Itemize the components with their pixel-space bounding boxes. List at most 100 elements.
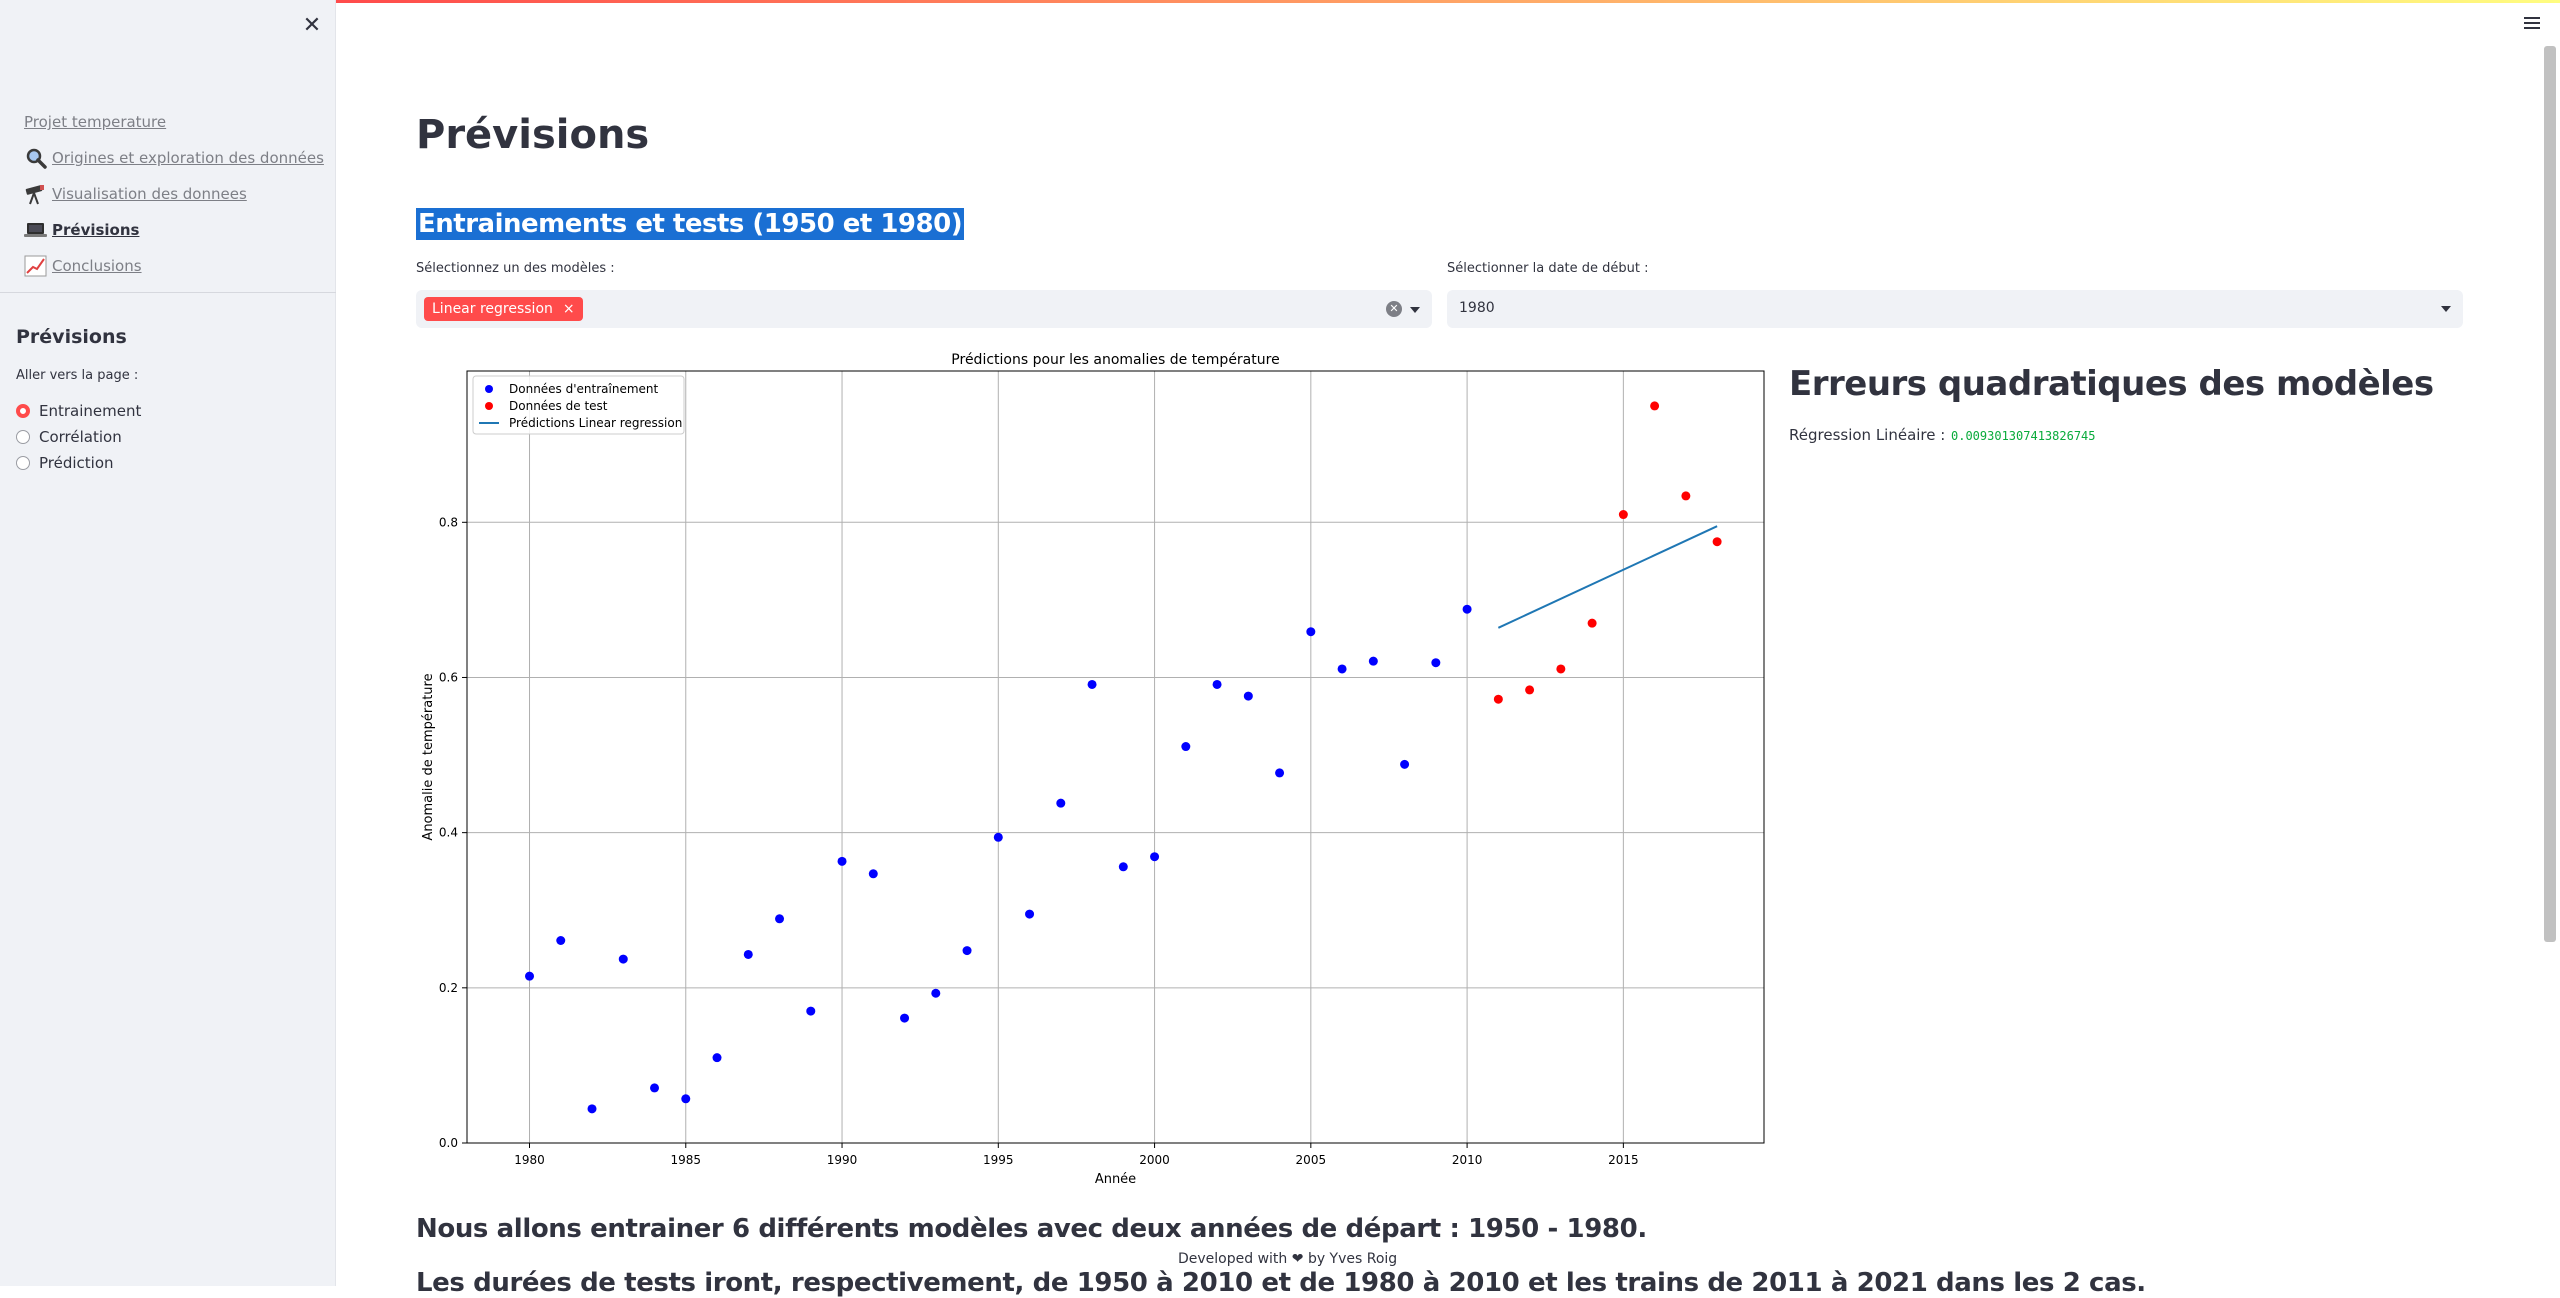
x-tick-label: 1990 bbox=[827, 1153, 858, 1167]
train-point bbox=[1087, 679, 1097, 689]
y-tick-label: 0.6 bbox=[439, 670, 458, 684]
train-point bbox=[962, 946, 972, 956]
sidebar: ✕ Projet temperature Origines et explora… bbox=[0, 0, 336, 1286]
sidebar-title: Prévisions bbox=[16, 326, 127, 348]
train-point bbox=[931, 988, 941, 998]
footer-text-after: by Yves Roig bbox=[1307, 1251, 1398, 1267]
train-point bbox=[806, 1006, 816, 1016]
test-point bbox=[1525, 685, 1535, 695]
x-tick-label: 2010 bbox=[1452, 1153, 1483, 1167]
x-tick-label: 2000 bbox=[1139, 1153, 1170, 1167]
remove-tag-button[interactable]: × bbox=[562, 301, 575, 317]
y-tick-label: 0.2 bbox=[439, 981, 458, 995]
radio-group-label: Aller vers la page : bbox=[16, 368, 139, 383]
radio-correlation[interactable]: Corrélation bbox=[16, 424, 141, 450]
sidebar-divider bbox=[0, 292, 336, 293]
nav-origines-exploration[interactable]: Origines et exploration des données bbox=[24, 140, 324, 176]
nav-label: Visualisation des donnees bbox=[52, 185, 247, 203]
train-point bbox=[993, 832, 1003, 842]
y-tick-label: 0.8 bbox=[439, 515, 458, 529]
error-label: Régression Linéaire : bbox=[1789, 426, 1946, 444]
train-point bbox=[712, 1053, 722, 1063]
chevron-down-icon[interactable] bbox=[2441, 306, 2451, 312]
radio-selected-icon bbox=[16, 404, 30, 418]
laptop-icon bbox=[24, 219, 50, 241]
model-tag-label: Linear regression bbox=[432, 301, 553, 317]
x-tick-label: 1995 bbox=[983, 1153, 1014, 1167]
test-point bbox=[1556, 664, 1566, 674]
train-point bbox=[1431, 658, 1441, 668]
prediction-line bbox=[1497, 525, 1718, 629]
nav-projet-temperature[interactable]: Projet temperature bbox=[24, 104, 324, 140]
train-point bbox=[1150, 852, 1160, 862]
test-period-paragraph: Les durées de tests iront, respectivemen… bbox=[416, 1268, 2146, 1298]
train-point bbox=[1337, 664, 1347, 674]
errors-title: Erreurs quadratiques des modèles bbox=[1789, 364, 2434, 404]
chart-increasing-icon bbox=[24, 255, 50, 277]
clear-selection-icon[interactable]: ✕ bbox=[1386, 301, 1402, 317]
train-point bbox=[1212, 679, 1222, 689]
radio-unselected-icon bbox=[16, 456, 30, 470]
nav-label: Projet temperature bbox=[24, 113, 167, 131]
close-sidebar-button[interactable]: ✕ bbox=[302, 13, 322, 38]
model-select-label: Sélectionnez un des modèles : bbox=[416, 261, 615, 276]
train-point bbox=[681, 1094, 691, 1104]
train-point bbox=[775, 914, 785, 924]
magnifier-icon bbox=[24, 147, 50, 169]
footer-text-before: Developed with bbox=[1178, 1251, 1288, 1267]
radio-unselected-icon bbox=[16, 430, 30, 444]
legend-label: Données de test bbox=[509, 399, 608, 413]
radio-entrainement[interactable]: Entrainement bbox=[16, 398, 141, 424]
train-point bbox=[1181, 742, 1191, 752]
radio-prediction[interactable]: Prédiction bbox=[16, 450, 141, 476]
scrollbar[interactable] bbox=[2544, 46, 2556, 942]
x-tick-label: 1985 bbox=[670, 1153, 701, 1167]
nav-previsions[interactable]: Prévisions bbox=[24, 212, 324, 248]
test-point bbox=[1493, 694, 1503, 704]
intro-paragraph: Nous allons entrainer 6 différents modèl… bbox=[416, 1214, 1647, 1244]
page-title: Prévisions bbox=[416, 112, 650, 158]
error-value: 0.009301307413826745 bbox=[1951, 429, 2096, 443]
date-select-label: Sélectionner la date de début : bbox=[1447, 261, 1649, 276]
train-point bbox=[868, 869, 878, 879]
start-date-value: 1980 bbox=[1459, 300, 1495, 316]
temperature-predictions-chart: Prédictions pour les anomalies de tempér… bbox=[421, 352, 1765, 1187]
heart-icon: ❤ bbox=[1291, 1251, 1304, 1267]
train-point bbox=[1306, 627, 1316, 637]
chevron-down-icon[interactable] bbox=[1410, 307, 1420, 313]
nav-label: Conclusions bbox=[52, 257, 142, 275]
test-point bbox=[1712, 537, 1722, 547]
x-tick-label: 2005 bbox=[1296, 1153, 1327, 1167]
train-point bbox=[743, 949, 753, 959]
nav-conclusions[interactable]: Conclusions bbox=[24, 248, 324, 284]
x-axis-label: Année bbox=[1095, 1172, 1136, 1187]
model-multiselect[interactable]: Linear regression × ✕ bbox=[416, 290, 1432, 328]
telescope-icon bbox=[24, 183, 50, 205]
section-title: Entrainements et tests (1950 et 1980) bbox=[416, 208, 965, 240]
main-menu-button[interactable] bbox=[2524, 17, 2540, 31]
train-point bbox=[1056, 798, 1066, 808]
radio-label: Prédiction bbox=[39, 454, 114, 472]
legend-label: Prédictions Linear regression bbox=[509, 416, 682, 430]
top-decoration-bar bbox=[336, 0, 2560, 3]
legend-box bbox=[472, 375, 685, 435]
chart-title: Prédictions pour les anomalies de tempér… bbox=[951, 352, 1279, 368]
train-point bbox=[1243, 691, 1253, 701]
y-tick-label: 0.4 bbox=[439, 826, 458, 840]
test-point bbox=[1618, 510, 1628, 520]
x-tick-label: 2015 bbox=[1608, 1153, 1639, 1167]
train-point bbox=[837, 856, 847, 866]
page-radio-group: Entrainement Corrélation Prédiction bbox=[16, 398, 141, 476]
start-date-select[interactable]: 1980 bbox=[1447, 290, 2463, 328]
train-point bbox=[556, 935, 566, 945]
legend-label: Données d'entraînement bbox=[509, 382, 659, 396]
model-tag: Linear regression × bbox=[424, 297, 583, 321]
plot-frame bbox=[466, 370, 1765, 1144]
legend-dot-marker bbox=[485, 402, 493, 410]
train-point bbox=[1400, 759, 1410, 769]
train-point bbox=[900, 1013, 910, 1023]
footer: Developed with ❤ by Yves Roig bbox=[1176, 1251, 1400, 1267]
nav-visualisation[interactable]: Visualisation des donnees bbox=[24, 176, 324, 212]
train-point bbox=[1275, 768, 1285, 778]
x-tick-label: 1980 bbox=[514, 1153, 545, 1167]
